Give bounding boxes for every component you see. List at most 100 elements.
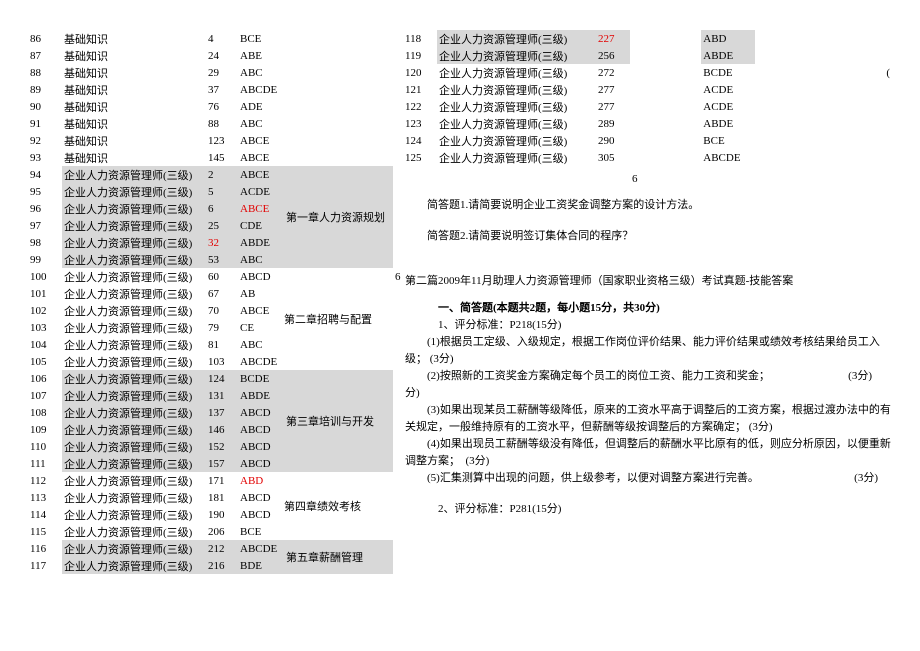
row-index: 157 xyxy=(206,455,238,472)
row-category: 企业人力资源管理师(三级) xyxy=(437,81,596,98)
row-category: 企业人力资源管理师(三级) xyxy=(437,64,596,81)
chapter-label: 第四章绩效考核 xyxy=(282,472,393,540)
p2b: (3分) xyxy=(848,368,892,385)
row-category: 基础知识 xyxy=(62,115,206,132)
row-index: 145 xyxy=(206,149,238,166)
row-answer: ABCD xyxy=(238,404,282,421)
row-index: 190 xyxy=(206,506,238,523)
row-num: 119 xyxy=(403,47,437,64)
table-row: 94企业人力资源管理师(三级)2ABCE第一章人力资源规划 xyxy=(28,166,403,183)
right-column: 118企业人力资源管理师(三级)227 ABD119企业人力资源管理师(三级)2… xyxy=(403,30,892,651)
row-index: 123 xyxy=(206,132,238,149)
row-num: 107 xyxy=(28,387,62,404)
row-index: 277 xyxy=(596,98,630,115)
row-category: 企业人力资源管理师(三级) xyxy=(437,47,596,64)
row-category: 企业人力资源管理师(三级) xyxy=(437,30,596,47)
row-category: 基础知识 xyxy=(62,98,206,115)
chapter-label: 第二章招聘与配置 xyxy=(282,268,393,370)
row-num: 102 xyxy=(28,302,62,319)
row-answer: ABE xyxy=(238,47,282,64)
row-index: 103 xyxy=(206,353,238,370)
row-index: 305 xyxy=(596,149,630,166)
row-category: 基础知识 xyxy=(62,30,206,47)
left-table: 86基础知识4BCE87基础知识24ABE88基础知识29ABC89基础知识37… xyxy=(28,30,403,574)
table-row: 106企业人力资源管理师(三级)124BCDE第三章培训与开发 xyxy=(28,370,403,387)
row-num: 87 xyxy=(28,47,62,64)
row-category: 基础知识 xyxy=(62,47,206,64)
row-num: 120 xyxy=(403,64,437,81)
row-category: 企业人力资源管理师(三级) xyxy=(437,149,596,166)
short-answer-1: 简答题1.请简要说明企业工资奖金调整方案的设计方法。 xyxy=(403,197,892,214)
row-index: 70 xyxy=(206,302,238,319)
p2a: (2)按照新的工资奖金方案确定每个员工的岗位工资、能力工资和奖金； xyxy=(405,368,770,385)
row-answer: ABC xyxy=(238,336,282,353)
table-row: 118企业人力资源管理师(三级)227 ABD xyxy=(403,30,892,47)
row-answer: BCE xyxy=(238,30,282,47)
row-index: 272 xyxy=(596,64,630,81)
row-index: 289 xyxy=(596,115,630,132)
table-row: 116企业人力资源管理师(三级)212ABCDE第五章薪酬管理 xyxy=(28,540,403,557)
row-answer: BCE xyxy=(238,523,282,540)
right-extra-row: 6 xyxy=(403,170,892,187)
row-num: 92 xyxy=(28,132,62,149)
row-answer: ABD xyxy=(701,30,755,47)
p1: (1)根据员工定级、入级规定，根据工作岗位评价结果、能力评价结果或绩效考核结果给… xyxy=(403,334,892,368)
table-row: 91基础知识88ABC xyxy=(28,115,403,132)
p3: (3)如果出现某员工薪酬等级降低，原来的工资水平高于调整后的工资方案，根据过渡办… xyxy=(403,402,892,436)
row-num: 113 xyxy=(28,489,62,506)
row-num: 105 xyxy=(28,353,62,370)
row-num: 91 xyxy=(28,115,62,132)
row-answer: ABCD xyxy=(238,506,282,523)
row-answer: CE xyxy=(238,319,282,336)
row-answer: ABCE xyxy=(238,166,282,183)
row-category: 企业人力资源管理师(三级) xyxy=(62,472,206,489)
row-index: 25 xyxy=(206,217,238,234)
row-index: 53 xyxy=(206,251,238,268)
row-num: 111 xyxy=(28,455,62,472)
row-category: 企业人力资源管理师(三级) xyxy=(62,319,206,336)
row-answer: BCDE xyxy=(701,64,755,81)
table-row: 89基础知识37ABCDE xyxy=(28,81,403,98)
row-num: 118 xyxy=(403,30,437,47)
row-index: 79 xyxy=(206,319,238,336)
row-num: 94 xyxy=(28,166,62,183)
right-table: 118企业人力资源管理师(三级)227 ABD119企业人力资源管理师(三级)2… xyxy=(403,30,892,166)
p5a: (5)汇集测算中出现的问题，供上级参考，以便对调整方案进行完善。 xyxy=(405,470,759,487)
row-category: 企业人力资源管理师(三级) xyxy=(62,336,206,353)
row-answer: ACDE xyxy=(701,81,755,98)
row-index: 32 xyxy=(206,234,238,251)
row-index: 29 xyxy=(206,64,238,81)
row-answer: ABDE xyxy=(238,234,282,251)
left-column: 86基础知识4BCE87基础知识24ABE88基础知识29ABC89基础知识37… xyxy=(28,30,403,651)
row-index: 5 xyxy=(206,183,238,200)
row-category: 企业人力资源管理师(三级) xyxy=(62,251,206,268)
row-index: 2 xyxy=(206,166,238,183)
row-num: 97 xyxy=(28,217,62,234)
row-category: 企业人力资源管理师(三级) xyxy=(62,285,206,302)
row-category: 基础知识 xyxy=(62,149,206,166)
row-category: 企业人力资源管理师(三级) xyxy=(62,404,206,421)
row-index: 24 xyxy=(206,47,238,64)
row-answer: ABDE xyxy=(701,47,755,64)
row-answer: BDE xyxy=(238,557,282,574)
row-num: 99 xyxy=(28,251,62,268)
row-category: 企业人力资源管理师(三级) xyxy=(62,234,206,251)
row-answer: BCDE xyxy=(238,370,282,387)
table-row: 121企业人力资源管理师(三级)277 ACDE xyxy=(403,81,892,98)
row-index: 137 xyxy=(206,404,238,421)
row-category: 企业人力资源管理师(三级) xyxy=(62,489,206,506)
table-row: 120企业人力资源管理师(三级)272 BCDE( xyxy=(403,64,892,81)
p5b: (3分) xyxy=(854,470,892,487)
row-num: 109 xyxy=(28,421,62,438)
row-category: 企业人力资源管理师(三级) xyxy=(62,183,206,200)
table-row: 100企业人力资源管理师(三级)60ABCD第二章招聘与配置6 xyxy=(28,268,403,285)
row-index: 181 xyxy=(206,489,238,506)
row-answer: ABD xyxy=(238,472,282,489)
row-answer: ABC xyxy=(238,251,282,268)
row-answer: ADE xyxy=(238,98,282,115)
row-answer: ABCD xyxy=(238,421,282,438)
row-num: 90 xyxy=(28,98,62,115)
table-row: 125企业人力资源管理师(三级)305 ABCDE xyxy=(403,149,892,166)
row-index: 277 xyxy=(596,81,630,98)
row-num: 101 xyxy=(28,285,62,302)
